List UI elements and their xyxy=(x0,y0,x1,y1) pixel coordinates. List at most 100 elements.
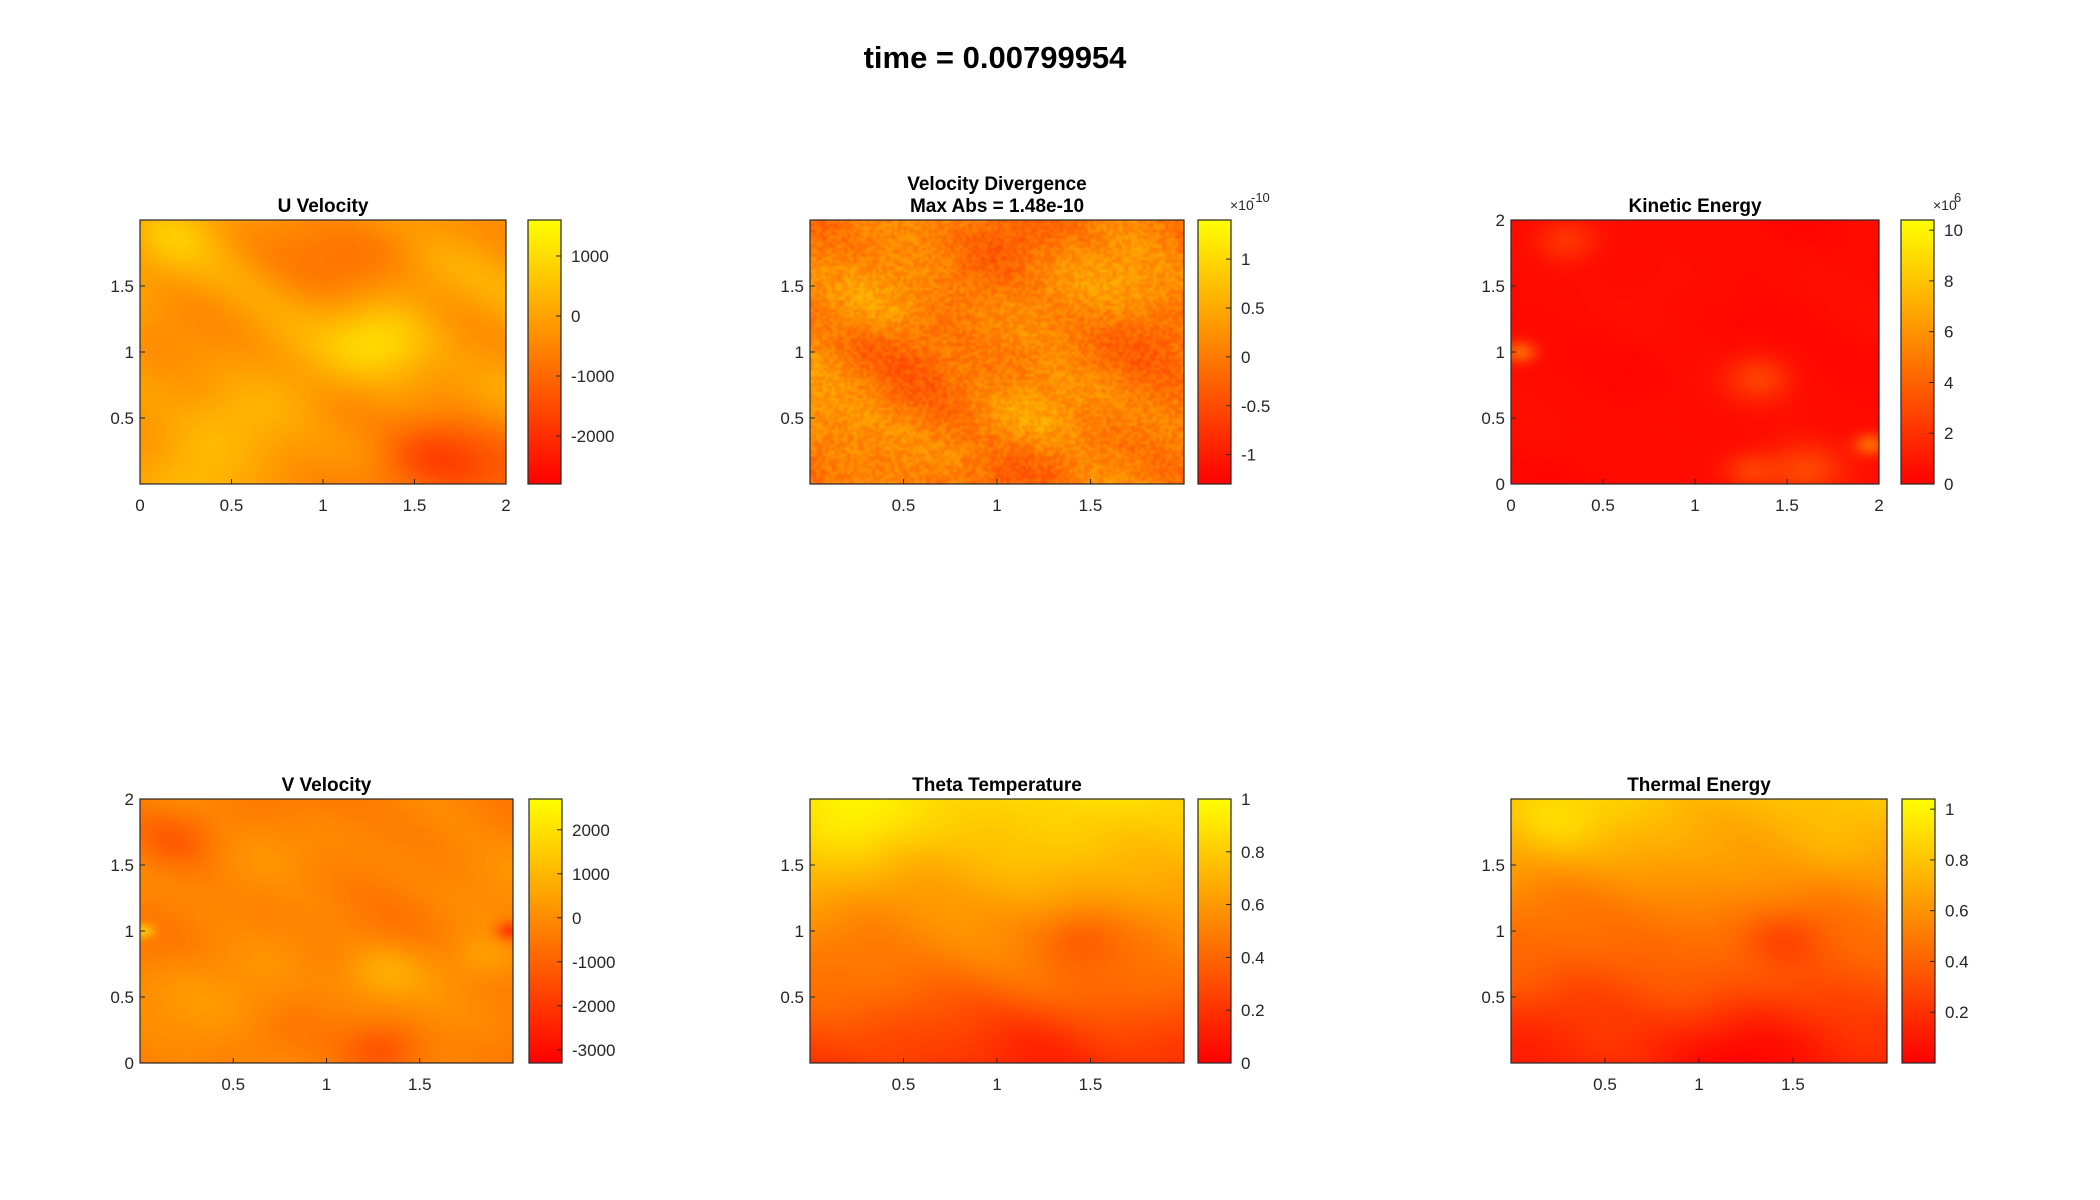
x-tick-label: 0.5 xyxy=(220,496,244,515)
y-tick-label: 1 xyxy=(1496,922,1505,941)
colorbar-tick-label: 0 xyxy=(1241,348,1250,367)
colorbar-tick-label: -0.5 xyxy=(1241,397,1270,416)
panel-v: V Velocity 0.5 1 1.5 0 0.5 1 1.5 2 2000 1000 0 -1000… xyxy=(110,775,615,1094)
colorbar-tick-label: 6 xyxy=(1944,323,1953,342)
colorbar-tick-label: 0.8 xyxy=(1945,851,1969,870)
colorbar-tick-label: 0.2 xyxy=(1241,1001,1265,1020)
y-tick-label: 1.5 xyxy=(110,277,134,296)
y-tick-label: 1.5 xyxy=(780,856,804,875)
y-tick-label: 1 xyxy=(1496,343,1505,362)
colorbar-gradient xyxy=(1901,220,1934,484)
colorbar-tick-label: 8 xyxy=(1944,272,1953,291)
colorbar-tick-label: 0 xyxy=(571,307,580,326)
x-tick-label: 0.5 xyxy=(1591,496,1615,515)
x-tick-label: 1.5 xyxy=(1775,496,1799,515)
colorbar-tick-label: 0.6 xyxy=(1945,902,1969,921)
x-tick-label: 0.5 xyxy=(1593,1075,1617,1094)
heatmap-image xyxy=(140,220,506,484)
heatmap-image xyxy=(810,220,1184,484)
colorbar-tick-label: 0.8 xyxy=(1241,843,1265,862)
x-tick-label: 1.5 xyxy=(1079,496,1103,515)
y-tick-label: 1 xyxy=(125,922,134,941)
y-tick-label: 2 xyxy=(1496,211,1505,230)
colorbar-tick-label: -1 xyxy=(1241,446,1256,465)
y-tick-label: 0.5 xyxy=(110,988,134,1007)
colorbar-exponent-times: ×10 xyxy=(1933,197,1957,213)
panel-subtitle: Max Abs = 1.48e-10 xyxy=(910,196,1084,217)
colorbar-box xyxy=(1197,219,1232,485)
colorbar-tick-label: 0 xyxy=(1944,475,1953,494)
colorbar-box xyxy=(1197,798,1232,1064)
colorbar-box xyxy=(527,219,562,485)
y-tick-label: 1.5 xyxy=(780,277,804,296)
x-tick-label: 1 xyxy=(1694,1075,1703,1094)
y-tick-label: 0.5 xyxy=(110,409,134,428)
y-tick-label: 0.5 xyxy=(1481,988,1505,1007)
panel-title: Kinetic Energy xyxy=(1628,196,1761,217)
colorbar-gradient xyxy=(529,799,562,1063)
colorbar-tick-label: -2000 xyxy=(571,427,614,446)
x-tick-label: 1 xyxy=(992,496,1001,515)
x-tick-label: 1 xyxy=(322,1075,331,1094)
colorbar-tick-label: 0 xyxy=(572,909,581,928)
colorbar-tick-label: 0.6 xyxy=(1241,896,1265,915)
x-tick-label: 1 xyxy=(1690,496,1699,515)
colorbar-tick-label: 0.5 xyxy=(1241,299,1265,318)
panel-title: Theta Temperature xyxy=(912,775,1082,796)
y-tick-label: 1.5 xyxy=(1481,856,1505,875)
x-tick-label: 0.5 xyxy=(221,1075,245,1094)
colorbar-tick-label: 1 xyxy=(1241,790,1250,809)
x-tick-label: 0.5 xyxy=(892,496,916,515)
panel-theta: Theta Temperature 0.5 1 1.5 0.5 1 1.5 1 0.8 0.6 0.… xyxy=(780,775,1264,1094)
colorbar-tick-label: 1000 xyxy=(572,865,610,884)
colorbar-box xyxy=(1900,219,1935,485)
colorbar-box xyxy=(528,798,563,1064)
y-tick-label: 1.5 xyxy=(1481,277,1505,296)
colorbar-tick-label: 10 xyxy=(1944,221,1963,240)
panel-title: U Velocity xyxy=(278,196,369,217)
colorbar-exponent: 6 xyxy=(1954,190,1961,205)
colorbar-tick-label: -2000 xyxy=(572,997,615,1016)
panel-te: Thermal Energy 0.5 1 1.5 0.5 1 1.5 1 0.8 0.6 0.4 0.… xyxy=(1481,775,1968,1094)
colorbar-gradient xyxy=(1198,799,1231,1063)
colorbar-tick-label: 0.4 xyxy=(1241,948,1265,967)
heatmap-image xyxy=(1511,220,1879,484)
colorbar-tick-label: 0.4 xyxy=(1945,952,1969,971)
y-tick-label: 0.5 xyxy=(780,988,804,1007)
colorbar-gradient xyxy=(528,220,561,484)
panel-ke: Kinetic Energy 0 0.5 1 1.5 2 0 0.5 1 1.5 2 10 8 6 4 2 0 ×… xyxy=(1481,190,1963,515)
panel-u: U Velocity 0 0.5 1 1.5 2 0.5 1 1.5 1000 0 -1000 -200… xyxy=(110,196,614,515)
colorbar-exponent: -10 xyxy=(1251,190,1270,205)
x-tick-label: 0.5 xyxy=(892,1075,916,1094)
x-tick-label: 2 xyxy=(1874,496,1883,515)
colorbar-tick-label: 1 xyxy=(1945,800,1954,819)
colorbar-tick-label: 2 xyxy=(1944,424,1953,443)
y-tick-label: 0 xyxy=(125,1054,134,1073)
colorbar-tick-label: 2000 xyxy=(572,821,610,840)
x-tick-label: 1.5 xyxy=(403,496,427,515)
colorbar-tick-label: -1000 xyxy=(572,953,615,972)
y-tick-label: 2 xyxy=(125,790,134,809)
y-tick-label: 1 xyxy=(795,922,804,941)
heatmap-image xyxy=(140,799,513,1063)
colorbar-tick-label: 0 xyxy=(1241,1054,1250,1073)
x-tick-label: 0 xyxy=(135,496,144,515)
panel-title: V Velocity xyxy=(282,775,372,796)
colorbar-tick-label: 0.2 xyxy=(1945,1003,1969,1022)
y-tick-label: 0 xyxy=(1496,475,1505,494)
x-tick-label: 2 xyxy=(501,496,510,515)
y-tick-label: 1.5 xyxy=(110,856,134,875)
panel-title: Velocity Divergence xyxy=(907,174,1087,195)
colorbar-exponent-times: ×10 xyxy=(1230,197,1254,213)
colorbar-box xyxy=(1901,798,1936,1064)
y-tick-label: 1 xyxy=(795,343,804,362)
colorbar-tick-label: 4 xyxy=(1944,373,1953,392)
colorbar-tick-label: 1 xyxy=(1241,250,1250,269)
x-tick-label: 1.5 xyxy=(1781,1075,1805,1094)
colorbar-tick-label: -1000 xyxy=(571,367,614,386)
colorbar-gradient xyxy=(1902,799,1935,1063)
heatmap-image xyxy=(810,799,1184,1063)
y-tick-label: 0.5 xyxy=(780,409,804,428)
x-tick-label: 1.5 xyxy=(1079,1075,1103,1094)
